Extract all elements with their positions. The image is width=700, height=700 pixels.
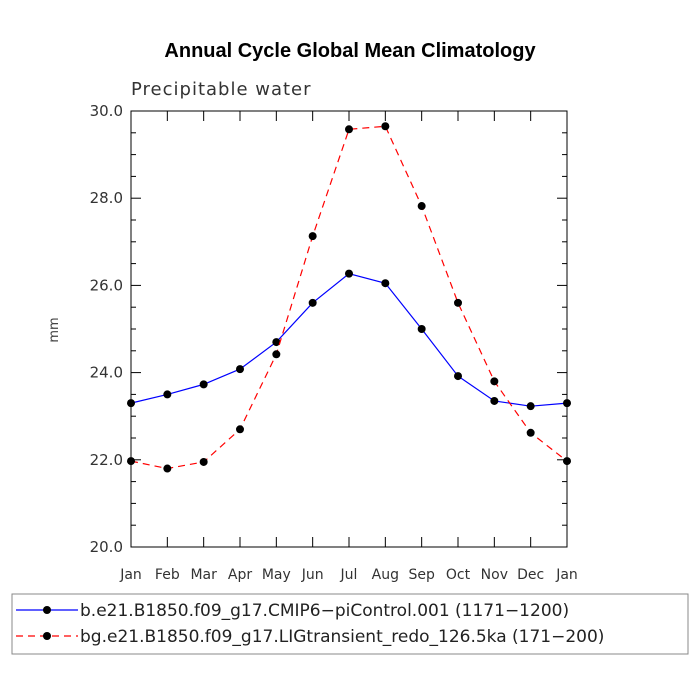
series-1-point	[199, 380, 208, 389]
x-tick-label: Jan	[555, 567, 578, 583]
series-2-point	[490, 377, 499, 386]
y-axis: 20.0 22.0 24.0 26.0 28.0 30.0	[90, 102, 567, 556]
x-tick-label: Oct	[446, 567, 471, 583]
y-tick-label: 24.0	[90, 364, 123, 382]
series-line-2	[130, 125, 568, 470]
series-1-point	[417, 325, 426, 333]
x-tick-label: Mar	[190, 567, 217, 583]
series-2-point	[236, 425, 244, 434]
y-tick-label: 20.0	[90, 538, 123, 556]
x-tick-label: Jan	[119, 567, 142, 583]
series-2-point	[199, 457, 208, 466]
y-tick-label: 26.0	[90, 276, 123, 294]
chart-title: Annual Cycle Global Mean Climatology	[164, 40, 536, 62]
y-tick-label: 22.0	[90, 451, 123, 469]
series-2-point	[526, 428, 535, 437]
legend-label-2: bg.e21.B1850.f09_g17.LIGtransient_redo_1…	[80, 627, 604, 647]
legend-marker-1	[43, 606, 51, 614]
x-tick-label: Jun	[301, 567, 324, 583]
series-2-point	[308, 232, 317, 241]
plot-frame	[130, 110, 568, 548]
chart-subtitle: Precipitable water	[131, 79, 312, 100]
x-tick-label: Feb	[155, 567, 180, 583]
series-1-point	[490, 396, 499, 405]
x-tick-label: Aug	[372, 567, 399, 583]
series-2-point	[163, 464, 172, 473]
series-1-point	[127, 399, 135, 408]
y-tick-label: 28.0	[90, 189, 123, 207]
x-axis: Jan Feb Mar Apr May Jun Jul Aug Sep Oct Nov Dec Jan	[119, 111, 578, 583]
series-2-point	[272, 350, 281, 359]
x-tick-label: Jul	[340, 567, 358, 583]
y-axis-label: mm	[47, 317, 62, 342]
x-tick-label: May	[262, 567, 291, 583]
legend-marker-2	[43, 632, 51, 640]
series-1-point	[526, 402, 535, 411]
series-2-point	[127, 457, 135, 466]
series-2-point	[381, 122, 390, 131]
series-1-point	[236, 365, 244, 374]
series-1-point	[163, 390, 172, 399]
x-tick-label: Nov	[481, 567, 508, 583]
x-tick-label: Apr	[228, 567, 252, 583]
series-1-point	[454, 372, 462, 381]
series-2-point	[345, 125, 353, 134]
series-1-point	[308, 298, 317, 307]
series-line-1	[130, 272, 568, 407]
series-1-point	[563, 399, 571, 408]
y-tick-label: 30.0	[90, 102, 123, 120]
series-1-point	[272, 338, 281, 347]
series-layer	[127, 122, 571, 473]
legend-label-1: b.e21.B1850.f09_g17.CMIP6−piControl.001 …	[80, 601, 569, 621]
series-2-point	[454, 298, 462, 307]
x-tick-label: Dec	[517, 567, 544, 583]
series-1-point	[345, 269, 353, 278]
legend: b.e21.B1850.f09_g17.CMIP6−piControl.001 …	[11, 593, 689, 655]
series-2-point	[563, 457, 571, 466]
x-tick-label: Sep	[408, 567, 435, 583]
series-2-point	[417, 202, 426, 211]
series-1-point	[381, 279, 390, 288]
legend-box	[11, 593, 689, 655]
